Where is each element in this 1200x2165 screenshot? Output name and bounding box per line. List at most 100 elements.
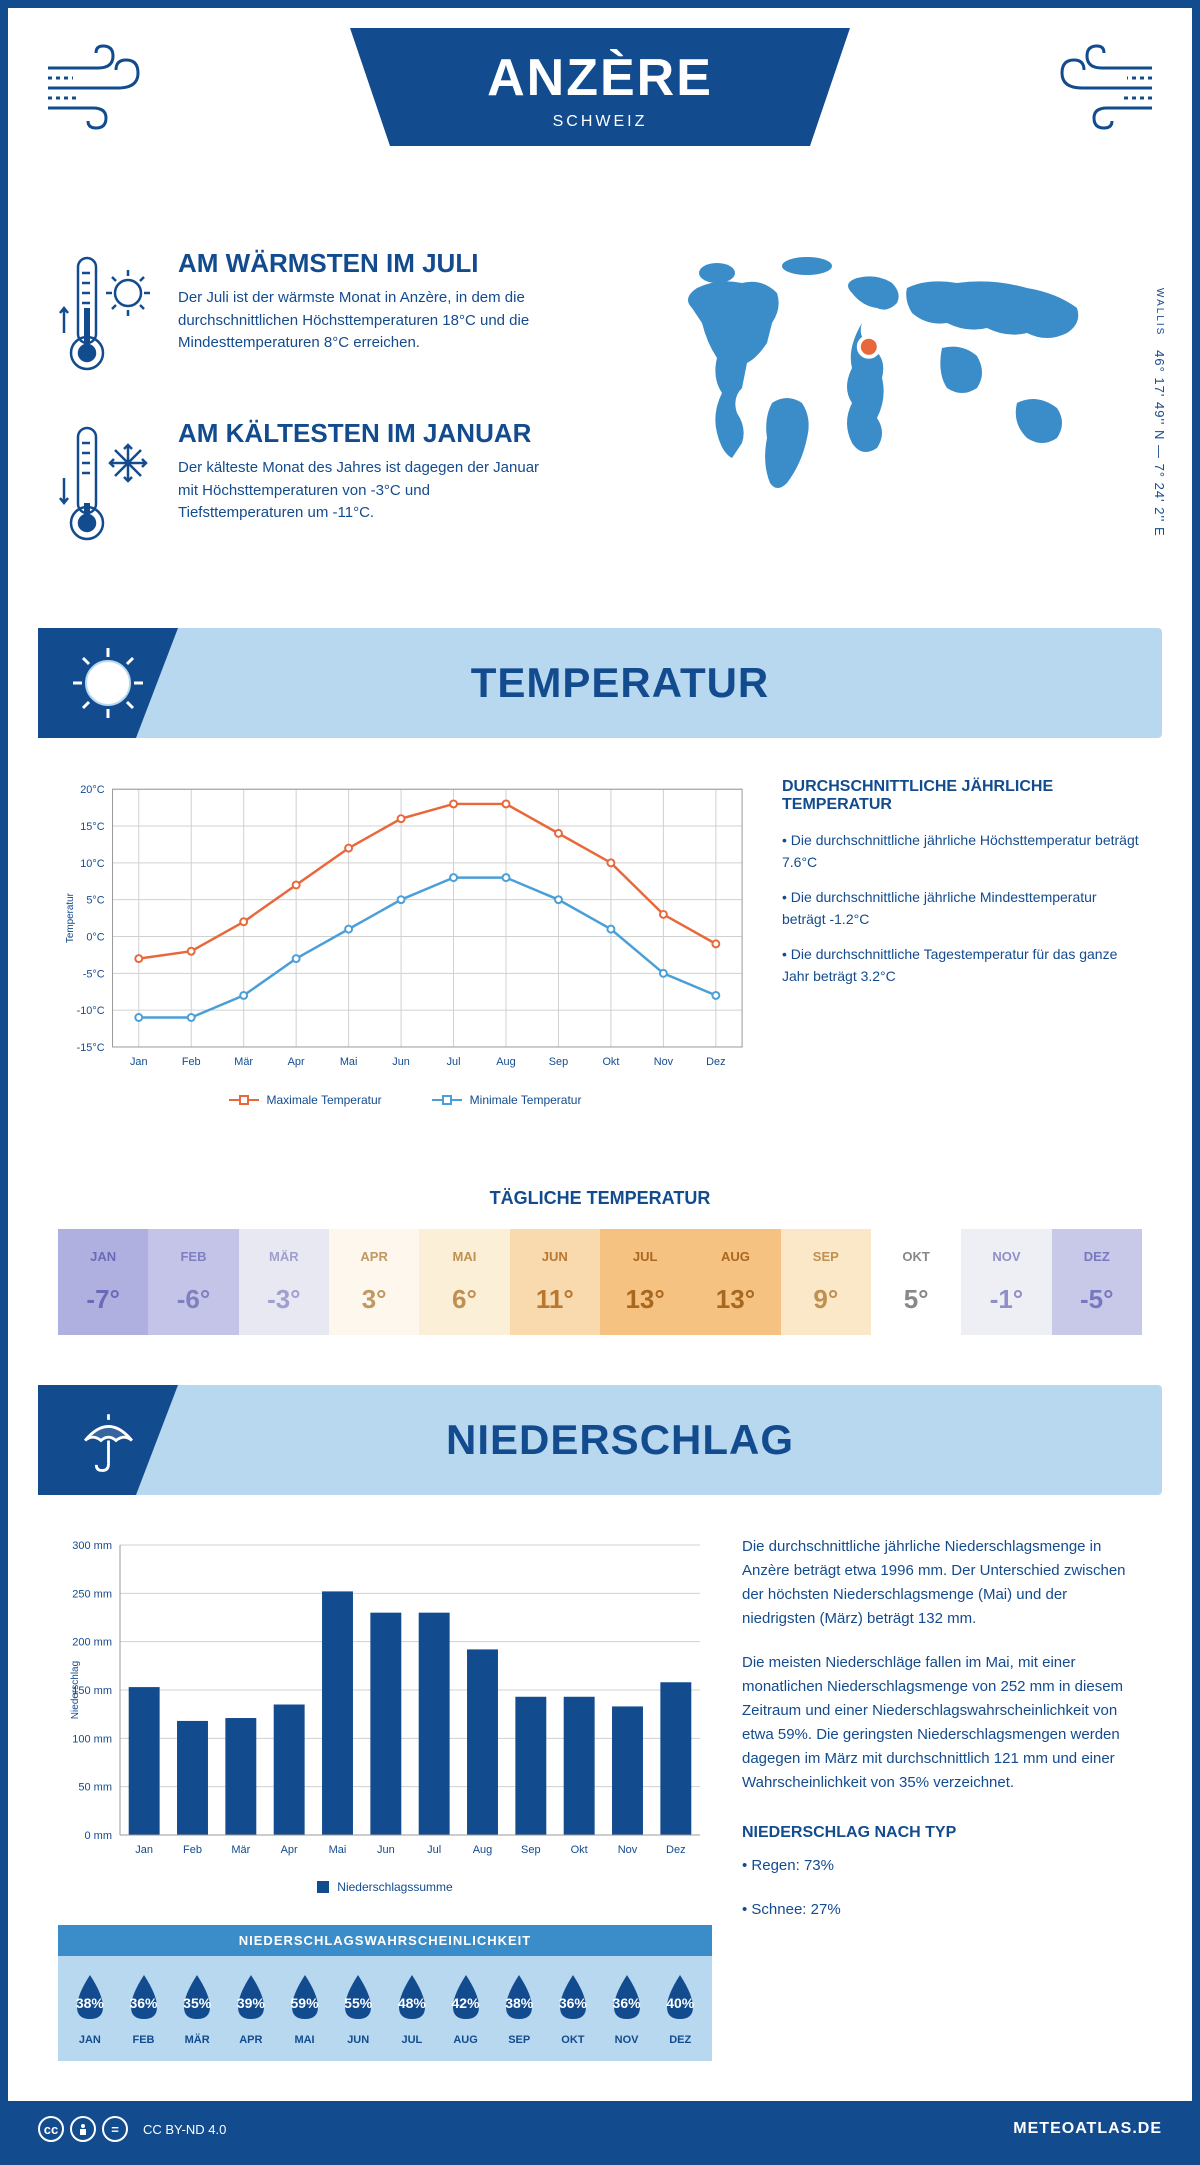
daily-temp-cell: APR3°	[329, 1229, 419, 1335]
title-banner: ANZÈRE SCHWEIZ	[350, 28, 850, 146]
precipitation-bar-chart: 0 mm50 mm100 mm150 mm200 mm250 mm300 mmJ…	[58, 1535, 712, 1895]
prob-cell: 38%JAN	[63, 1971, 117, 2046]
svg-text:300 mm: 300 mm	[72, 1540, 112, 1552]
svg-text:15°C: 15°C	[80, 821, 104, 833]
cc-icon: cc	[38, 2116, 64, 2142]
climate-summary: AM WÄRMSTEN IM JULI Der Juli ist der wär…	[58, 248, 622, 588]
daily-temp-cell: JUL13°	[600, 1229, 690, 1335]
sun-icon	[68, 643, 148, 723]
prob-cell: 42%AUG	[439, 1971, 493, 2046]
daily-temp-cell: AUG13°	[690, 1229, 780, 1335]
daily-temp-cell: FEB-6°	[148, 1229, 238, 1335]
svg-text:250 mm: 250 mm	[72, 1588, 112, 1600]
nd-icon: =	[102, 2116, 128, 2142]
prob-cell: 38%SEP	[492, 1971, 546, 2046]
location-title: ANZÈRE	[390, 48, 810, 108]
temp-info-bullet: • Die durchschnittliche jährliche Mindes…	[782, 886, 1142, 931]
svg-text:Nov: Nov	[654, 1056, 674, 1068]
precipitation-probability: NIEDERSCHLAGSWAHRSCHEINLICHKEIT 38%JAN 36…	[58, 1925, 712, 2061]
warmest-title: AM WÄRMSTEN IM JULI	[178, 248, 558, 279]
precip-paragraph: Die meisten Niederschläge fallen im Mai,…	[742, 1651, 1142, 1795]
daily-temp-cell: OKT5°	[871, 1229, 961, 1335]
map-box: WALLIS 46° 17' 49'' N — 7° 24' 2'' E	[662, 248, 1142, 588]
location-country: SCHWEIZ	[390, 113, 810, 131]
wind-icon	[1022, 38, 1162, 138]
daily-temp-cell: JAN-7°	[58, 1229, 148, 1335]
prob-cell: 39%APR	[224, 1971, 278, 2046]
daily-temp-cell: MÄR-3°	[239, 1229, 329, 1335]
by-icon	[70, 2116, 96, 2142]
daily-temp-cell: MAI6°	[419, 1229, 509, 1335]
temp-info-bullet: • Die durchschnittliche Tagestemperatur …	[782, 943, 1142, 988]
precip-type-item: • Schnee: 27%	[742, 1898, 1142, 1922]
coldest-block: AM KÄLTESTEN IM JANUAR Der kälteste Mona…	[58, 418, 622, 553]
coldest-text: Der kälteste Monat des Jahres ist dagege…	[178, 457, 558, 525]
license-text: CC BY-ND 4.0	[143, 2122, 226, 2137]
prob-cell: 36%OKT	[546, 1971, 600, 2046]
temp-section-banner: TEMPERATUR	[38, 628, 1162, 738]
svg-text:0°C: 0°C	[86, 931, 104, 943]
svg-text:Aug: Aug	[473, 1844, 493, 1856]
svg-text:100 mm: 100 mm	[72, 1733, 112, 1745]
prob-cell: 55%JUN	[331, 1971, 385, 2046]
info-row: AM WÄRMSTEN IM JULI Der Juli ist der wär…	[8, 228, 1192, 628]
svg-text:-10°C: -10°C	[77, 1005, 105, 1017]
svg-text:Niederschlag: Niederschlag	[70, 1661, 81, 1719]
precip-section-banner: NIEDERSCHLAG	[38, 1385, 1162, 1495]
svg-text:0 mm: 0 mm	[85, 1830, 113, 1842]
svg-text:Mai: Mai	[340, 1056, 358, 1068]
precip-paragraph: Die durchschnittliche jährliche Niedersc…	[742, 1535, 1142, 1631]
svg-text:-15°C: -15°C	[77, 1042, 105, 1054]
svg-text:Nov: Nov	[618, 1844, 638, 1856]
svg-text:Jul: Jul	[447, 1056, 461, 1068]
svg-text:Aug: Aug	[496, 1056, 515, 1068]
temp-info-title: DURCHSCHNITTLICHE JÄHRLICHE TEMPERATUR	[782, 778, 1142, 814]
world-map-icon	[662, 248, 1102, 508]
svg-text:Dez: Dez	[666, 1844, 686, 1856]
svg-text:Apr: Apr	[288, 1056, 305, 1068]
coldest-title: AM KÄLTESTEN IM JANUAR	[178, 418, 558, 449]
temp-chart-row: -15°C-10°C-5°C0°C5°C10°C15°C20°CJanFebMä…	[8, 738, 1192, 1158]
svg-text:Apr: Apr	[281, 1844, 298, 1856]
svg-text:Okt: Okt	[571, 1844, 588, 1856]
prob-title: NIEDERSCHLAGSWAHRSCHEINLICHKEIT	[58, 1925, 712, 1956]
page: ANZÈRE SCHWEIZ	[0, 0, 1200, 2165]
temp-info-bullet: • Die durchschnittliche jährliche Höchst…	[782, 829, 1142, 874]
temperature-line-chart: -15°C-10°C-5°C0°C5°C10°C15°C20°CJanFebMä…	[58, 778, 752, 1118]
svg-text:Jul: Jul	[427, 1844, 441, 1856]
precip-section-title: NIEDERSCHLAG	[178, 1416, 1162, 1464]
svg-text:-5°C: -5°C	[83, 968, 105, 980]
precip-type-title: NIEDERSCHLAG NACH TYP	[742, 1820, 1142, 1846]
daily-temp-title: TÄGLICHE TEMPERATUR	[8, 1188, 1192, 1209]
svg-text:Sep: Sep	[549, 1056, 568, 1068]
header: ANZÈRE SCHWEIZ	[8, 8, 1192, 228]
daily-temp-cell: JUN11°	[510, 1229, 600, 1335]
precip-text: Die durchschnittliche jährliche Niedersc…	[742, 1535, 1142, 2061]
prob-cell: 40%DEZ	[653, 1971, 707, 2046]
daily-temp-cell: SEP9°	[781, 1229, 871, 1335]
location-marker	[859, 337, 879, 357]
chart-legend: Niederschlagssumme	[58, 1880, 712, 1894]
footer: cc = CC BY-ND 4.0 METEOATLAS.DE	[8, 2101, 1192, 2157]
prob-cell: 48%JUL	[385, 1971, 439, 2046]
prob-cell: 35%MÄR	[170, 1971, 224, 2046]
license-info: cc = CC BY-ND 4.0	[38, 2116, 226, 2142]
temp-info: DURCHSCHNITTLICHE JÄHRLICHE TEMPERATUR •…	[782, 778, 1142, 1118]
svg-text:20°C: 20°C	[80, 784, 104, 796]
svg-text:50 mm: 50 mm	[78, 1782, 112, 1794]
svg-text:Feb: Feb	[182, 1056, 201, 1068]
svg-text:200 mm: 200 mm	[72, 1637, 112, 1649]
daily-temp-cell: DEZ-5°	[1052, 1229, 1142, 1335]
svg-text:Jun: Jun	[392, 1056, 410, 1068]
thermometer-sun-icon	[58, 248, 158, 378]
svg-text:Mär: Mär	[234, 1056, 253, 1068]
daily-temp-cell: NOV-1°	[961, 1229, 1051, 1335]
warmest-text: Der Juli ist der wärmste Monat in Anzère…	[178, 287, 558, 355]
temp-section-title: TEMPERATUR	[178, 659, 1162, 707]
wind-icon	[38, 38, 178, 138]
svg-text:Temperatur: Temperatur	[65, 892, 76, 943]
svg-text:Okt: Okt	[602, 1056, 619, 1068]
svg-text:5°C: 5°C	[86, 895, 104, 907]
warmest-block: AM WÄRMSTEN IM JULI Der Juli ist der wär…	[58, 248, 622, 383]
precip-row: 0 mm50 mm100 mm150 mm200 mm250 mm300 mmJ…	[8, 1495, 1192, 2101]
